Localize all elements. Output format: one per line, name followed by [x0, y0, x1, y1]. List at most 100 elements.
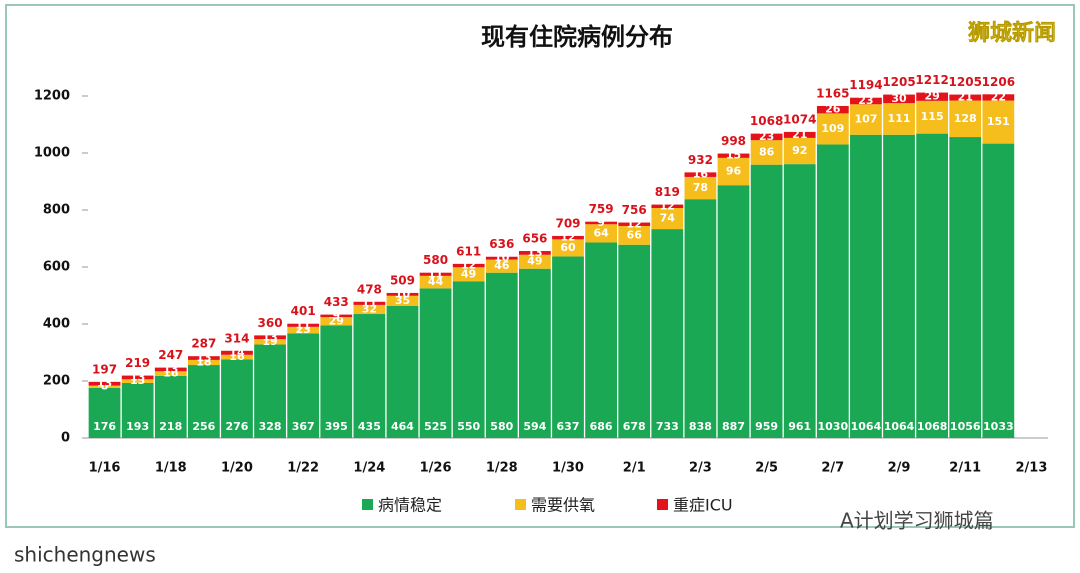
value-label: 395 [325, 420, 348, 433]
total-label: 759 [589, 202, 614, 216]
bar-segment [618, 222, 651, 226]
x-tick-label: 1/26 [420, 461, 452, 476]
bar-segment [883, 134, 915, 438]
value-label: 276 [225, 420, 248, 433]
bar-segment [618, 225, 651, 245]
value-label: 30 [891, 92, 907, 105]
bar-segment [287, 326, 320, 334]
value-label: 12 [660, 199, 675, 212]
bar-segment [916, 92, 949, 101]
value-label: 44 [428, 275, 444, 288]
bar-segment [783, 131, 816, 138]
value-label: 525 [424, 420, 447, 433]
value-label: 13 [527, 246, 542, 259]
y-tick-label: 1000 [34, 146, 70, 161]
value-label: 9 [597, 216, 605, 229]
bar-segment [816, 113, 849, 145]
y-tick-label: 800 [43, 203, 70, 218]
value-label: 367 [292, 420, 315, 433]
bar-segment [552, 235, 584, 240]
y-tick-label: 1200 [34, 89, 70, 104]
value-label: 21 [958, 91, 973, 104]
value-label: 23 [858, 94, 873, 107]
total-label: 1205 [949, 75, 982, 89]
bar-segment [750, 140, 783, 165]
x-tick-label: 2/9 [888, 461, 911, 476]
value-label: 176 [93, 420, 116, 433]
bar-segment [320, 325, 353, 438]
value-label: 686 [590, 420, 613, 433]
total-label: 656 [522, 232, 547, 246]
value-label: 12 [461, 259, 476, 272]
source-right: A计划学习狮城篇 [840, 509, 994, 533]
bar-segment [320, 317, 353, 326]
value-label: 1030 [818, 420, 849, 433]
value-label: 66 [627, 228, 643, 241]
bar-segment [221, 359, 253, 438]
value-label: 86 [759, 145, 775, 158]
value-label: 11 [362, 296, 377, 309]
value-label: 13 [97, 377, 112, 390]
bar-segment [949, 137, 982, 439]
bar-segment [585, 221, 617, 225]
value-label: 594 [523, 420, 546, 433]
bar-segment [254, 344, 286, 438]
bar-segment [386, 305, 419, 438]
value-label: 9 [332, 309, 340, 322]
value-label: 961 [788, 420, 811, 433]
bar-segment [684, 176, 717, 200]
bar-segment [88, 387, 121, 438]
value-label: 1064 [851, 420, 882, 433]
bar-segment [452, 263, 485, 268]
bar-segment [419, 272, 452, 276]
total-label: 756 [622, 203, 647, 217]
x-tick-label: 1/18 [155, 461, 187, 476]
bar-segment [353, 314, 386, 438]
bar-segment [121, 379, 154, 383]
bar-segment [717, 157, 750, 186]
bar-segment [949, 94, 982, 101]
x-tick-label: 1/28 [486, 461, 518, 476]
bar-segment [585, 242, 617, 438]
value-label: 637 [557, 420, 580, 433]
value-label: 49 [461, 267, 476, 280]
value-label: 32 [362, 302, 377, 315]
value-label: 8 [101, 380, 109, 393]
total-label: 636 [489, 237, 514, 251]
value-label: 22 [991, 90, 1006, 103]
bar-segment [816, 144, 849, 438]
bar-segment [485, 272, 518, 438]
bar-segment [386, 292, 419, 296]
y-tick-label: 400 [43, 317, 70, 332]
value-label: 96 [726, 165, 742, 178]
value-label: 109 [821, 122, 844, 135]
bar-segment [816, 105, 849, 114]
chart-title: 现有住院病例分布 [481, 23, 673, 51]
legend-swatch [515, 499, 526, 510]
bar-segment [651, 204, 684, 209]
value-label: 60 [560, 241, 576, 254]
bar-segment [949, 100, 982, 138]
bar-segment [419, 275, 452, 289]
bar-segment [519, 268, 551, 438]
total-label: 314 [224, 331, 249, 345]
value-label: 16 [693, 168, 709, 181]
value-label: 435 [358, 420, 381, 433]
bar-segment [187, 359, 220, 366]
value-label: 29 [924, 90, 939, 103]
bar-segment [519, 254, 551, 269]
bar-segment [154, 367, 187, 372]
value-label: 10 [395, 287, 411, 300]
bar-segment [585, 224, 617, 243]
bar-segment [121, 375, 154, 380]
total-label: 1206 [982, 75, 1015, 89]
bar-segment [850, 134, 882, 438]
value-label: 14 [229, 346, 245, 359]
total-label: 819 [655, 185, 680, 199]
y-tick-label: 600 [43, 260, 70, 275]
bar-segment [452, 267, 485, 282]
bar-segment [221, 354, 253, 360]
value-label: 49 [527, 255, 542, 268]
value-label: 11 [296, 318, 311, 331]
bar-segment [916, 100, 949, 134]
